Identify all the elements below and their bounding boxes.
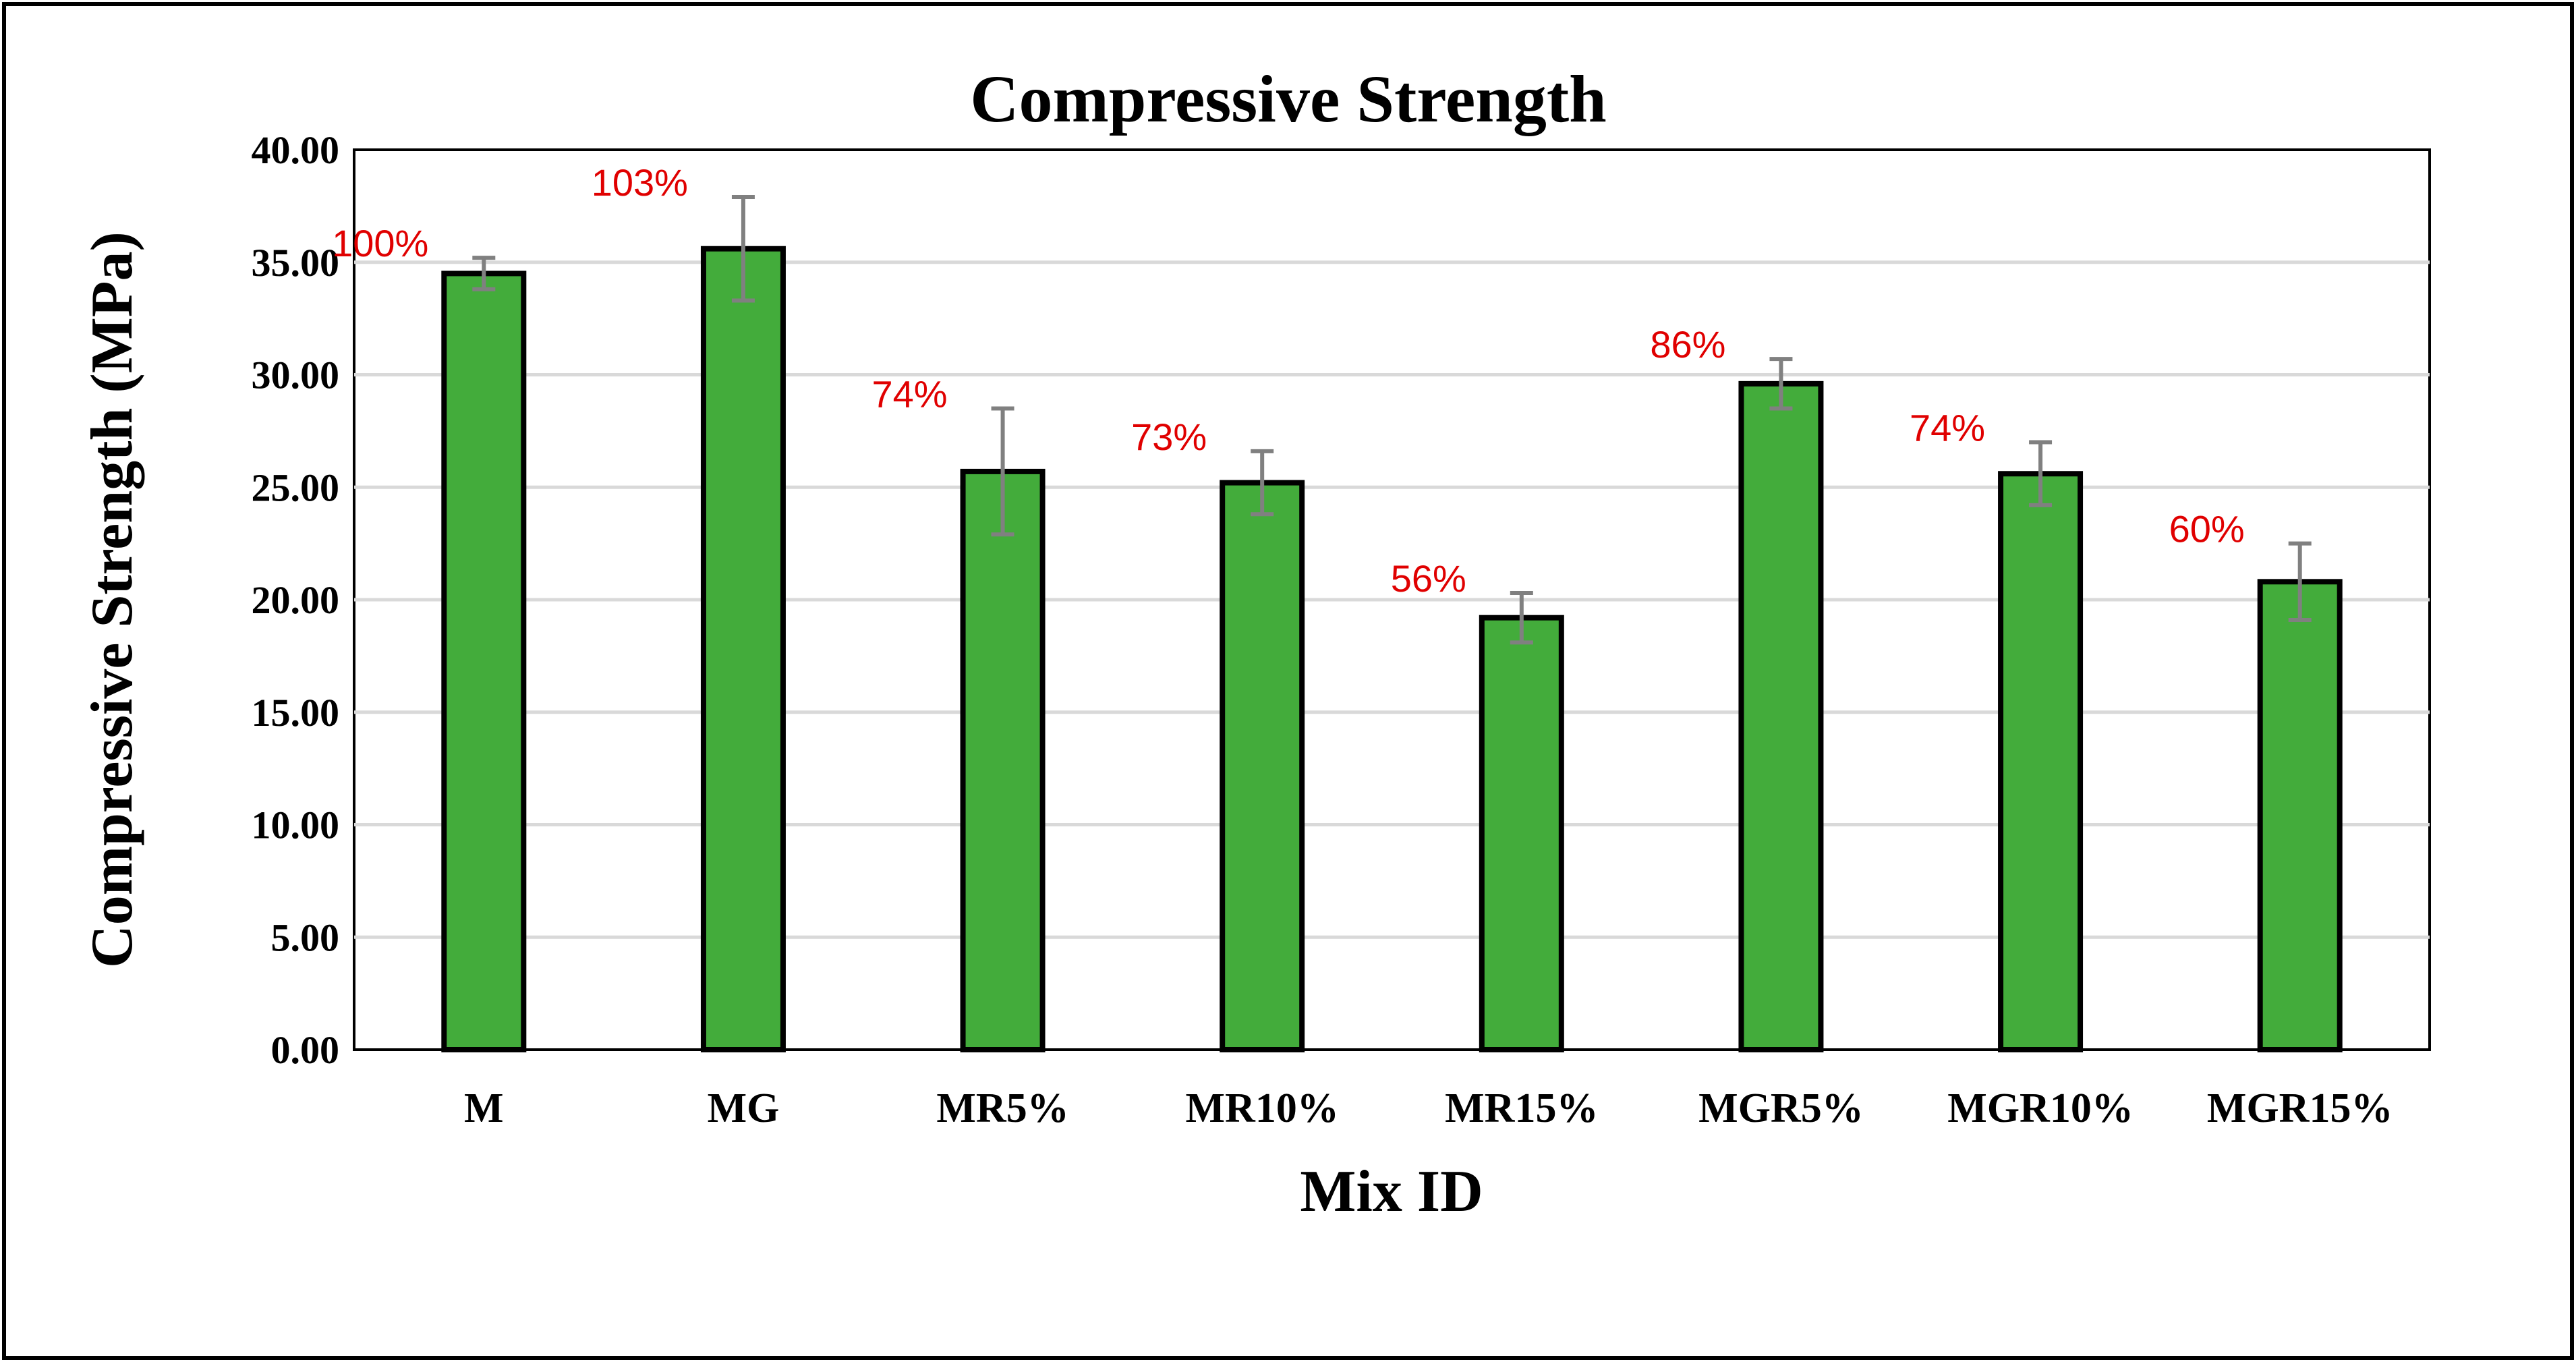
- y-tick-label: 0.00: [271, 1028, 340, 1072]
- y-tick-label: 25.00: [252, 465, 340, 509]
- x-axis-title: Mix ID: [1300, 1159, 1483, 1224]
- data-labels: 100% 103% 74% 73% 56% 86% 74% 60%: [332, 161, 2245, 600]
- y-tick-label: 30.00: [252, 353, 340, 397]
- data-label: 100%: [332, 222, 428, 264]
- bar: [1998, 471, 2084, 1052]
- x-tick-label: MR15%: [1445, 1085, 1598, 1131]
- y-tick-label: 5.00: [271, 915, 340, 959]
- bar: [2257, 579, 2343, 1052]
- y-tick-label: 35.00: [252, 241, 340, 285]
- x-tick-label: MG: [708, 1085, 780, 1131]
- x-tick-label: MGR15%: [2207, 1085, 2393, 1131]
- bar: [700, 246, 786, 1052]
- data-label: 86%: [1650, 323, 1725, 366]
- data-label: 74%: [871, 373, 947, 416]
- x-axis-categories: M MG MR5% MR10% MR15% MGR5% MGR10% MGR15%: [464, 1085, 2393, 1131]
- data-label: 56%: [1391, 557, 1466, 600]
- x-tick-label: MR10%: [1186, 1085, 1339, 1131]
- y-tick-label: 10.00: [252, 803, 340, 847]
- x-tick-label: M: [464, 1085, 504, 1131]
- bar: [1479, 615, 1564, 1052]
- bar: [1738, 380, 1824, 1052]
- data-label: 73%: [1131, 416, 1207, 458]
- error-bars: [472, 195, 2312, 645]
- y-axis-ticks: 0.00 5.00 10.00 15.00 20.00 25.00 30.00 35.00 40…: [252, 128, 340, 1072]
- y-tick-label: 40.00: [252, 128, 340, 172]
- data-label: 103%: [592, 161, 688, 204]
- data-label: 74%: [1910, 407, 1985, 449]
- x-tick-label: MR5%: [936, 1085, 1068, 1131]
- x-tick-label: MGR5%: [1698, 1085, 1864, 1131]
- x-tick-label: MGR10%: [1947, 1085, 2134, 1131]
- bar: [960, 468, 1046, 1052]
- chart-title: Compressive Strength: [970, 61, 1607, 136]
- bar: [1220, 480, 1305, 1052]
- grid-lines: [354, 260, 2430, 939]
- bar: [441, 271, 527, 1052]
- y-tick-label: 20.00: [252, 578, 340, 622]
- y-tick-label: 15.00: [252, 691, 340, 735]
- data-label: 60%: [2169, 508, 2245, 550]
- y-axis-title: Compressive Strength (MPa): [80, 231, 145, 968]
